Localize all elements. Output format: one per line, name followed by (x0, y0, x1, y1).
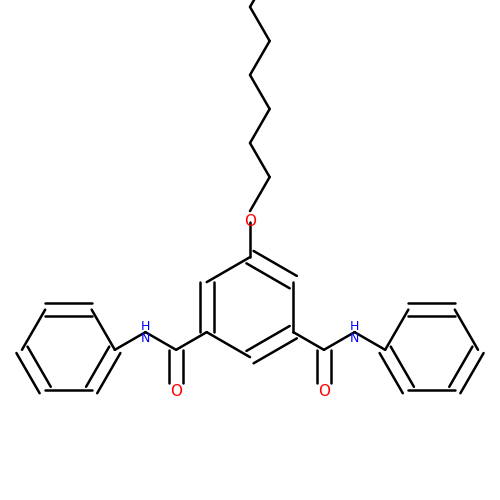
Text: H
N: H N (141, 320, 150, 344)
Text: O: O (318, 384, 330, 400)
Text: H
N: H N (350, 320, 359, 344)
Text: O: O (170, 384, 182, 400)
Text: O: O (244, 214, 256, 230)
